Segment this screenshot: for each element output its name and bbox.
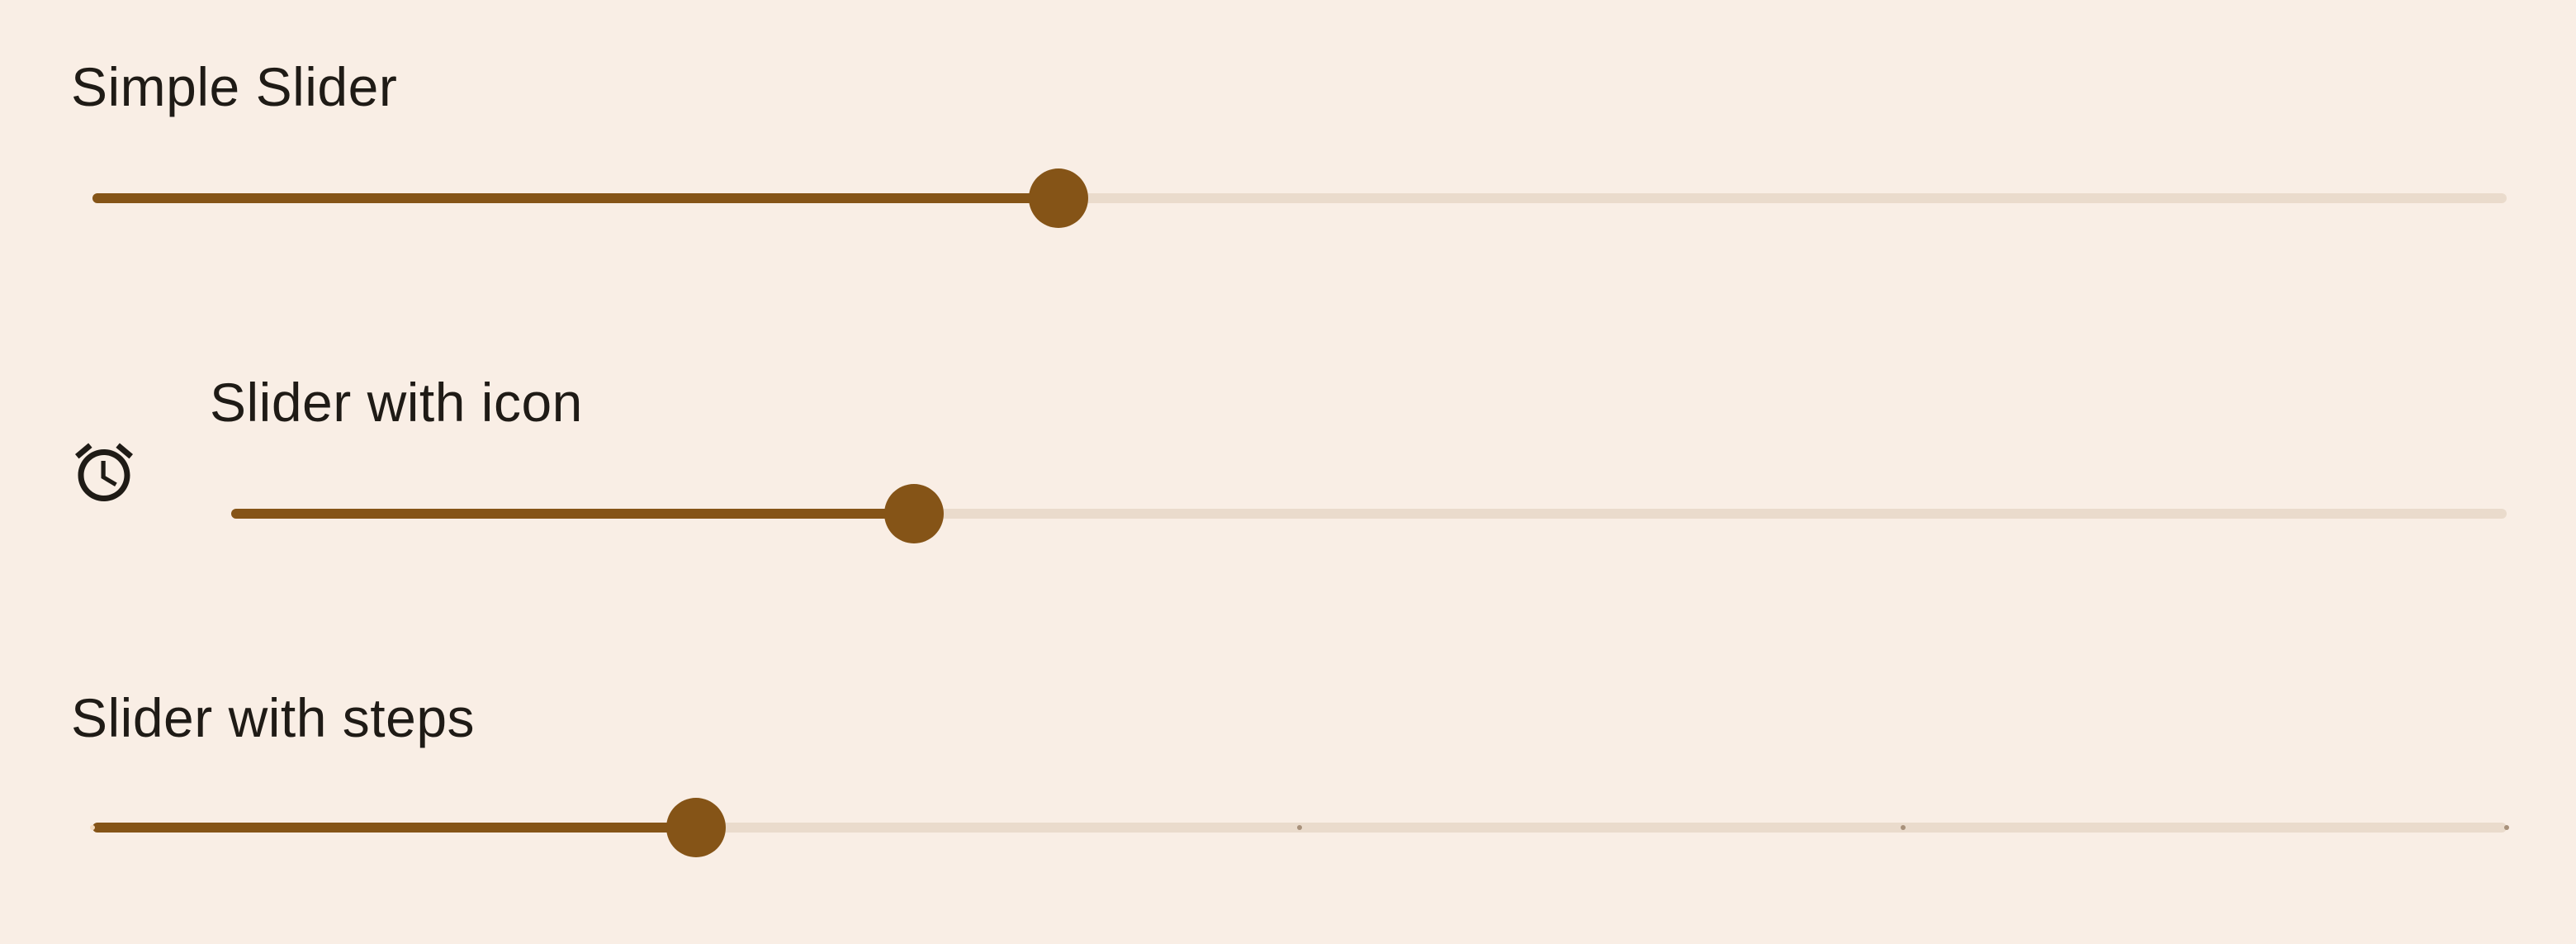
simple-slider-thumb[interactable]	[1028, 168, 1088, 228]
step-tick	[90, 825, 95, 830]
step-tick	[1901, 825, 1906, 830]
steps-slider[interactable]	[90, 795, 2509, 861]
alarm-clock-icon	[75, 443, 133, 501]
step-tick	[2504, 825, 2509, 830]
simple-slider[interactable]	[92, 165, 2507, 231]
icon-slider-thumb[interactable]	[883, 484, 944, 543]
steps-slider-active-track[interactable]	[92, 823, 696, 833]
simple-slider-active-track[interactable]	[92, 193, 1058, 203]
steps-slider-label: Slider with steps	[71, 687, 476, 748]
icon-slider[interactable]	[231, 481, 2507, 547]
steps-slider-thumb[interactable]	[666, 798, 726, 857]
icon-slider-active-track[interactable]	[231, 509, 914, 519]
icon-slider-label: Slider with icon	[210, 372, 583, 433]
simple-slider-label: Simple Slider	[71, 56, 398, 117]
step-tick	[1297, 825, 1302, 830]
